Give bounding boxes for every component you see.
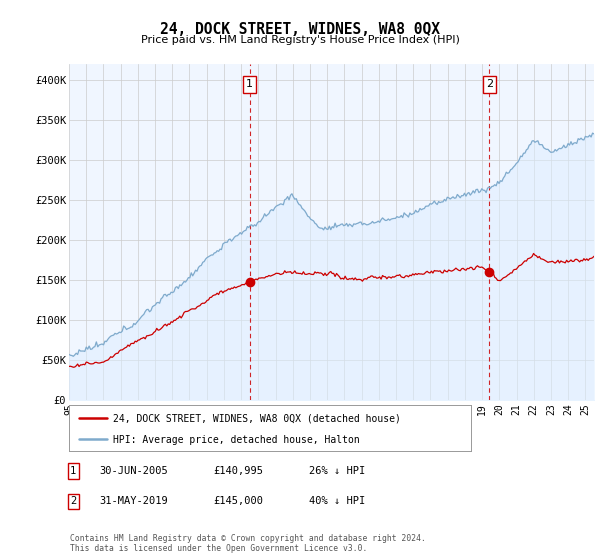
Text: £140,995: £140,995 [213, 466, 263, 476]
Text: HPI: Average price, detached house, Halton: HPI: Average price, detached house, Halt… [113, 435, 360, 445]
Text: 31-MAY-2019: 31-MAY-2019 [99, 496, 168, 506]
Text: 24, DOCK STREET, WIDNES, WA8 0QX: 24, DOCK STREET, WIDNES, WA8 0QX [160, 22, 440, 38]
Text: 24, DOCK STREET, WIDNES, WA8 0QX (detached house): 24, DOCK STREET, WIDNES, WA8 0QX (detach… [113, 414, 401, 424]
Text: Price paid vs. HM Land Registry's House Price Index (HPI): Price paid vs. HM Land Registry's House … [140, 35, 460, 45]
Text: 40% ↓ HPI: 40% ↓ HPI [309, 496, 365, 506]
Text: Contains HM Land Registry data © Crown copyright and database right 2024.
This d: Contains HM Land Registry data © Crown c… [70, 534, 426, 553]
Text: 26% ↓ HPI: 26% ↓ HPI [309, 466, 365, 476]
Text: 1: 1 [70, 466, 76, 476]
Text: 2: 2 [486, 80, 493, 90]
Text: 30-JUN-2005: 30-JUN-2005 [99, 466, 168, 476]
Text: 1: 1 [246, 80, 253, 90]
Text: 2: 2 [70, 496, 76, 506]
Text: £145,000: £145,000 [213, 496, 263, 506]
